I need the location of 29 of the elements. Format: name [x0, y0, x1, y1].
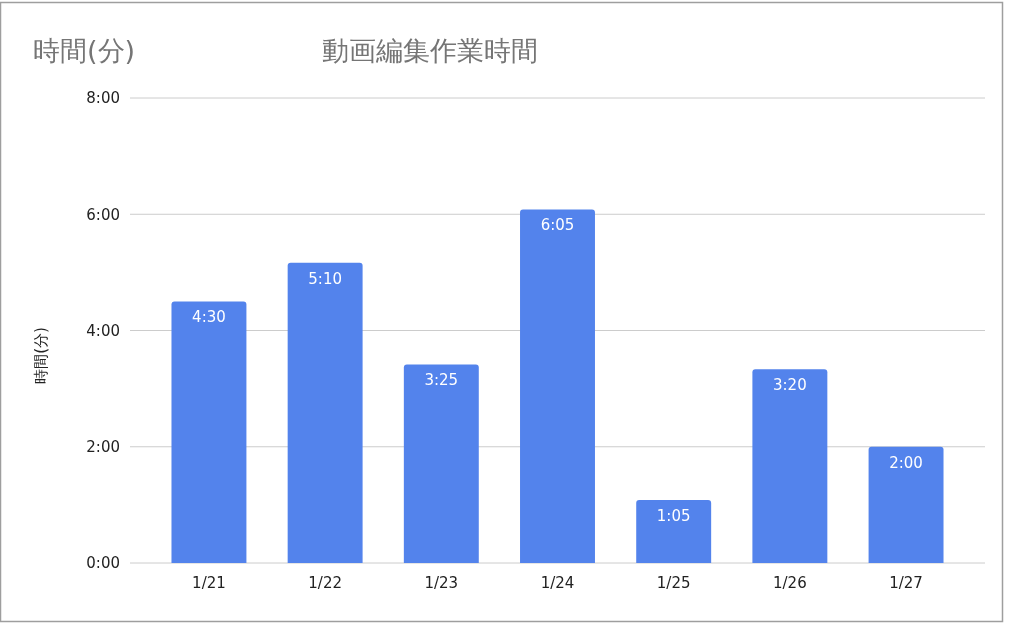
data-label: 5:10 [308, 269, 342, 288]
bar [403, 364, 479, 563]
bar [636, 500, 712, 563]
bar [520, 209, 595, 563]
bar [171, 301, 247, 563]
y-tick-label: 6:00 [86, 205, 120, 224]
data-label: 3:25 [424, 371, 459, 390]
data-label: 2:00 [889, 453, 923, 472]
x-tick-label: 1/22 [308, 574, 342, 592]
bar [752, 369, 828, 563]
chart-title: 動画編集作業時間 [322, 35, 538, 66]
text: 時間(分) [33, 35, 136, 66]
data-label: 1:05 [656, 507, 691, 526]
y-tick-label: 8:00 [86, 89, 120, 108]
data-label: 3:20 [773, 376, 807, 395]
x-tick-label: 1/23 [424, 574, 459, 592]
x-tick-label: 1/25 [656, 574, 691, 592]
x-tick-label: 1/21 [192, 574, 226, 592]
data-label: 6:05 [540, 216, 575, 235]
bar [868, 446, 944, 563]
x-tick-label: 1/27 [889, 574, 923, 592]
y-tick-label: 4:00 [86, 321, 120, 340]
data-label: 4:30 [192, 308, 226, 327]
y-tick-label: 0:00 [86, 554, 120, 573]
bar [287, 262, 363, 563]
x-tick-label: 1/24 [540, 574, 575, 592]
y-axis-title: 時間(分) [32, 327, 50, 384]
x-tick-label: 1/26 [773, 574, 807, 592]
y-tick-label: 2:00 [86, 438, 120, 456]
